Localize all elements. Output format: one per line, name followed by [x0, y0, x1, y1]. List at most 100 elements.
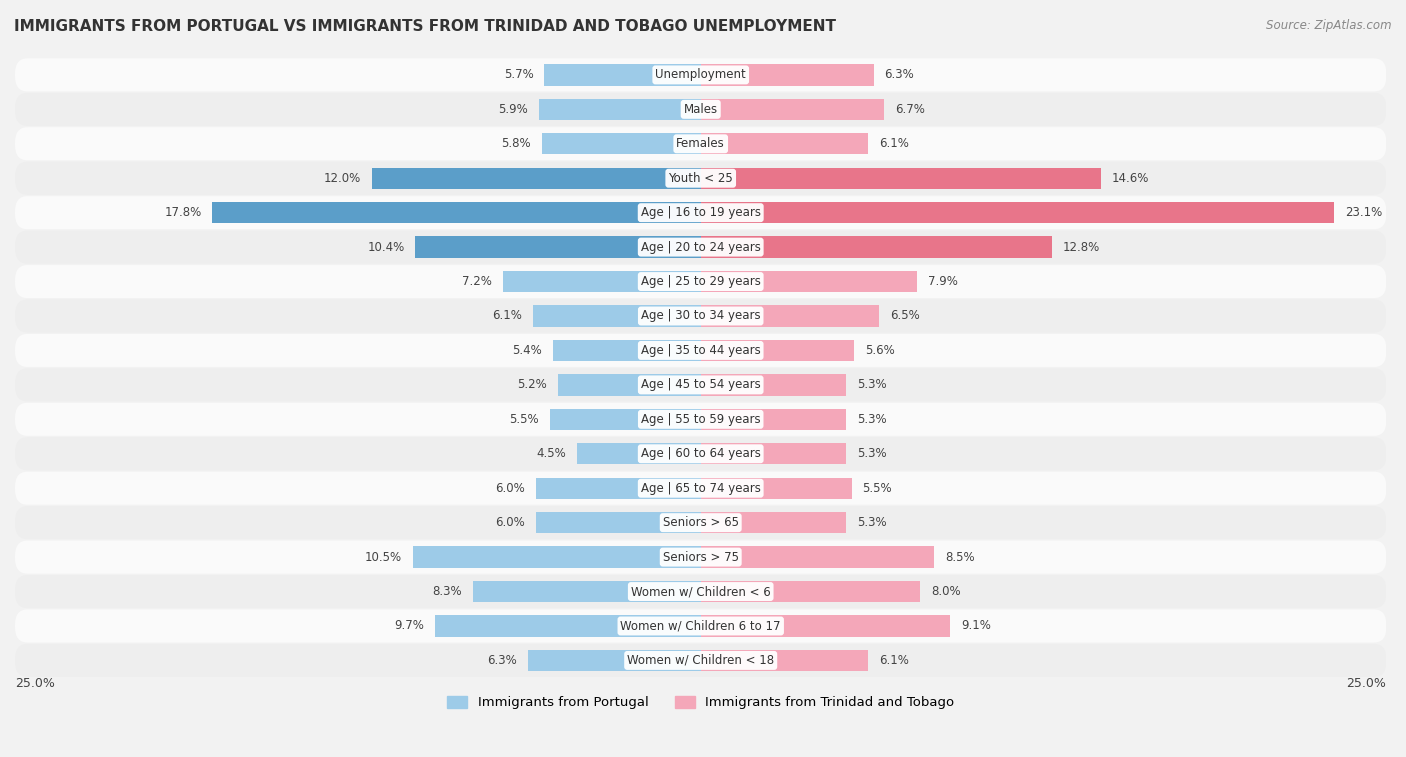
- Text: Seniors > 75: Seniors > 75: [662, 550, 738, 564]
- Bar: [536, 478, 700, 499]
- Text: Seniors > 65: Seniors > 65: [662, 516, 738, 529]
- FancyBboxPatch shape: [15, 93, 1386, 126]
- Bar: [527, 650, 700, 671]
- Bar: [700, 478, 852, 499]
- Bar: [558, 374, 700, 396]
- Text: 5.5%: 5.5%: [862, 481, 893, 495]
- FancyBboxPatch shape: [15, 472, 1386, 505]
- Text: Age | 16 to 19 years: Age | 16 to 19 years: [641, 206, 761, 220]
- Text: 9.7%: 9.7%: [394, 619, 423, 633]
- Text: 6.5%: 6.5%: [890, 310, 920, 322]
- Text: Age | 35 to 44 years: Age | 35 to 44 years: [641, 344, 761, 357]
- FancyBboxPatch shape: [15, 127, 1386, 160]
- FancyBboxPatch shape: [15, 438, 1386, 470]
- Text: 5.4%: 5.4%: [512, 344, 541, 357]
- FancyBboxPatch shape: [15, 231, 1386, 263]
- Bar: [536, 512, 700, 534]
- FancyBboxPatch shape: [15, 609, 1386, 643]
- FancyBboxPatch shape: [15, 334, 1386, 367]
- Text: Age | 30 to 34 years: Age | 30 to 34 years: [641, 310, 761, 322]
- Bar: [700, 443, 846, 465]
- Bar: [578, 443, 700, 465]
- Bar: [700, 650, 868, 671]
- Text: 6.1%: 6.1%: [879, 654, 908, 667]
- Text: Youth < 25: Youth < 25: [668, 172, 733, 185]
- Text: 8.0%: 8.0%: [931, 585, 960, 598]
- FancyBboxPatch shape: [15, 644, 1386, 677]
- Bar: [212, 202, 700, 223]
- FancyBboxPatch shape: [15, 369, 1386, 401]
- Text: 6.0%: 6.0%: [495, 481, 526, 495]
- Text: Age | 25 to 29 years: Age | 25 to 29 years: [641, 275, 761, 288]
- Bar: [541, 133, 700, 154]
- Text: 5.3%: 5.3%: [858, 378, 887, 391]
- Bar: [550, 409, 700, 430]
- FancyBboxPatch shape: [15, 575, 1386, 608]
- Text: 8.3%: 8.3%: [433, 585, 463, 598]
- Text: 5.3%: 5.3%: [858, 516, 887, 529]
- FancyBboxPatch shape: [15, 300, 1386, 332]
- Text: 10.4%: 10.4%: [367, 241, 405, 254]
- Bar: [700, 512, 846, 534]
- Text: Age | 45 to 54 years: Age | 45 to 54 years: [641, 378, 761, 391]
- Text: Women w/ Children < 6: Women w/ Children < 6: [631, 585, 770, 598]
- Bar: [503, 271, 700, 292]
- Text: Women w/ Children < 18: Women w/ Children < 18: [627, 654, 775, 667]
- Text: 7.2%: 7.2%: [463, 275, 492, 288]
- Bar: [553, 340, 700, 361]
- Bar: [415, 236, 700, 258]
- Bar: [538, 98, 700, 120]
- FancyBboxPatch shape: [15, 540, 1386, 574]
- Bar: [700, 615, 950, 637]
- FancyBboxPatch shape: [15, 403, 1386, 436]
- Text: 23.1%: 23.1%: [1346, 206, 1382, 220]
- Text: 14.6%: 14.6%: [1112, 172, 1150, 185]
- Text: 5.3%: 5.3%: [858, 413, 887, 426]
- Text: 5.2%: 5.2%: [517, 378, 547, 391]
- Text: 7.9%: 7.9%: [928, 275, 959, 288]
- Legend: Immigrants from Portugal, Immigrants from Trinidad and Tobago: Immigrants from Portugal, Immigrants fro…: [441, 690, 959, 715]
- Bar: [700, 305, 879, 327]
- Bar: [544, 64, 700, 86]
- FancyBboxPatch shape: [15, 196, 1386, 229]
- Text: 25.0%: 25.0%: [15, 678, 55, 690]
- Text: 12.0%: 12.0%: [323, 172, 360, 185]
- Bar: [371, 167, 700, 189]
- Text: Source: ZipAtlas.com: Source: ZipAtlas.com: [1267, 19, 1392, 32]
- Text: 17.8%: 17.8%: [165, 206, 201, 220]
- Text: 6.1%: 6.1%: [492, 310, 523, 322]
- Bar: [700, 547, 934, 568]
- Text: Age | 20 to 24 years: Age | 20 to 24 years: [641, 241, 761, 254]
- Bar: [700, 409, 846, 430]
- Text: 10.5%: 10.5%: [364, 550, 402, 564]
- Bar: [700, 581, 920, 603]
- FancyBboxPatch shape: [15, 58, 1386, 92]
- FancyBboxPatch shape: [15, 506, 1386, 539]
- Text: IMMIGRANTS FROM PORTUGAL VS IMMIGRANTS FROM TRINIDAD AND TOBAGO UNEMPLOYMENT: IMMIGRANTS FROM PORTUGAL VS IMMIGRANTS F…: [14, 19, 837, 34]
- Bar: [700, 271, 917, 292]
- Text: 6.1%: 6.1%: [879, 137, 908, 151]
- Text: Age | 55 to 59 years: Age | 55 to 59 years: [641, 413, 761, 426]
- Bar: [700, 202, 1334, 223]
- Text: Women w/ Children 6 to 17: Women w/ Children 6 to 17: [620, 619, 780, 633]
- Bar: [700, 167, 1101, 189]
- Bar: [434, 615, 700, 637]
- Text: Males: Males: [683, 103, 718, 116]
- Text: Unemployment: Unemployment: [655, 68, 747, 82]
- Text: 6.3%: 6.3%: [884, 68, 914, 82]
- Bar: [472, 581, 700, 603]
- Bar: [700, 133, 868, 154]
- Text: 4.5%: 4.5%: [537, 447, 567, 460]
- Bar: [413, 547, 700, 568]
- Text: 5.8%: 5.8%: [501, 137, 530, 151]
- Text: 25.0%: 25.0%: [1347, 678, 1386, 690]
- Bar: [700, 98, 884, 120]
- Text: 5.6%: 5.6%: [865, 344, 896, 357]
- Text: 5.5%: 5.5%: [509, 413, 538, 426]
- Text: Age | 60 to 64 years: Age | 60 to 64 years: [641, 447, 761, 460]
- Text: 9.1%: 9.1%: [962, 619, 991, 633]
- Text: 5.7%: 5.7%: [503, 68, 533, 82]
- FancyBboxPatch shape: [15, 162, 1386, 195]
- Text: Age | 65 to 74 years: Age | 65 to 74 years: [641, 481, 761, 495]
- FancyBboxPatch shape: [15, 265, 1386, 298]
